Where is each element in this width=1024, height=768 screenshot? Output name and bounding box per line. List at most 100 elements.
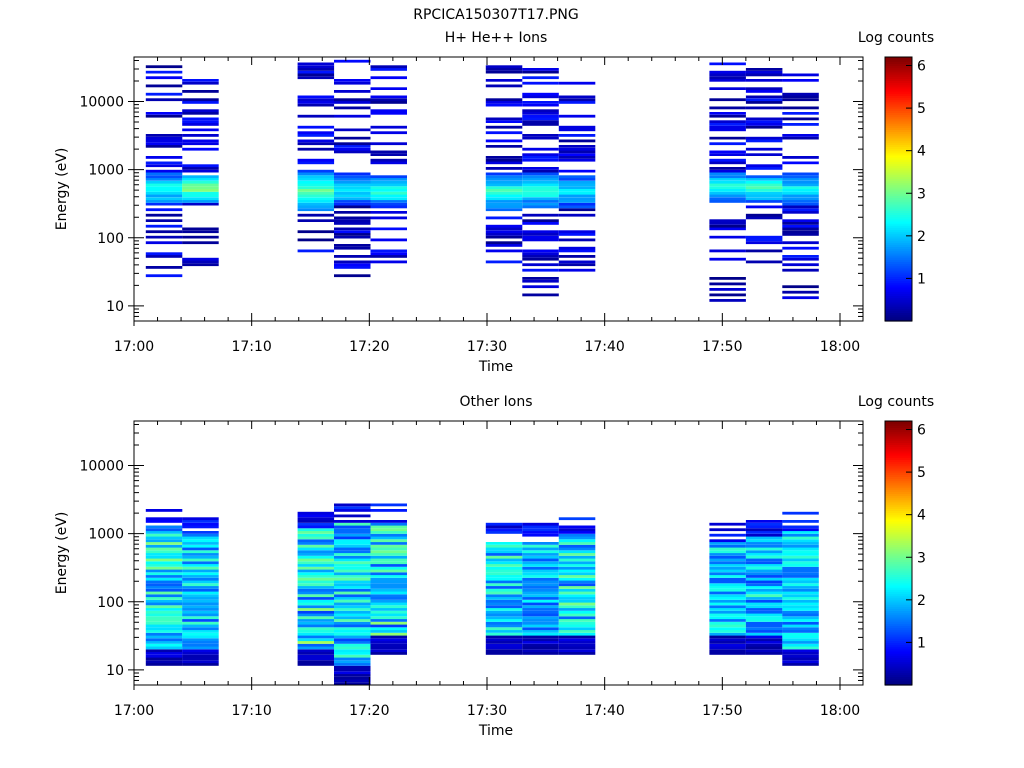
heatmap-cell xyxy=(558,525,596,529)
heatmap-cell xyxy=(334,621,371,625)
heatmap-cell xyxy=(145,641,183,644)
heatmap-cell xyxy=(745,646,783,650)
heatmap-cell xyxy=(522,263,559,267)
colorbar-segment xyxy=(885,446,912,450)
heatmap-cell xyxy=(297,525,335,529)
heatmap-cell xyxy=(558,594,596,598)
heatmap-cell xyxy=(709,632,746,636)
panel-title: H+ He++ Ions xyxy=(445,30,548,46)
heatmap-cell xyxy=(297,183,335,187)
heatmap-cell xyxy=(334,200,371,203)
heatmap-cell xyxy=(334,597,371,600)
heatmap-cell xyxy=(745,525,783,529)
heatmap-cell xyxy=(370,503,407,507)
heatmap-cell xyxy=(558,619,596,622)
heatmap-cell xyxy=(522,544,559,548)
colorbar-segment xyxy=(885,152,912,156)
colorbar-segment xyxy=(885,491,912,494)
heatmap-cell xyxy=(334,106,371,110)
heatmap-cell xyxy=(370,553,407,556)
heatmap-cell xyxy=(745,619,783,622)
heatmap-cell xyxy=(297,610,335,614)
heatmap-cell xyxy=(558,583,596,587)
heatmap-cell xyxy=(182,235,219,239)
heatmap-cell xyxy=(370,550,407,554)
colorbar-segment xyxy=(885,295,912,299)
heatmap-column xyxy=(522,68,559,297)
colorbar-segment xyxy=(885,218,912,222)
heatmap-cell xyxy=(297,208,335,212)
heatmap-cell xyxy=(709,282,746,286)
heatmap-cell xyxy=(522,70,559,74)
heatmap-cell xyxy=(782,533,819,537)
heatmap-cell xyxy=(558,608,596,611)
heatmap-cell xyxy=(709,106,746,110)
colorbar-segment xyxy=(885,578,912,582)
heatmap-cell xyxy=(745,191,783,195)
colorbar-segment xyxy=(885,421,912,424)
heatmap-cell xyxy=(558,597,596,600)
heatmap-cell xyxy=(745,599,783,603)
heatmap-cell xyxy=(782,98,819,102)
colorbar-segment xyxy=(885,625,912,629)
heatmap-cell xyxy=(782,583,819,587)
heatmap-cell xyxy=(522,293,559,297)
heatmap-cell xyxy=(334,602,371,606)
heatmap-cell xyxy=(782,646,819,650)
colorbar-segment xyxy=(885,88,912,92)
heatmap-cell xyxy=(145,208,183,212)
colorbar-segment xyxy=(885,621,912,624)
heatmap-cell xyxy=(745,613,783,617)
heatmap-cell xyxy=(485,145,523,148)
heatmap-cell xyxy=(709,630,746,633)
heatmap-cell xyxy=(782,222,819,225)
colorbar-segment xyxy=(885,131,912,135)
heatmap-cell xyxy=(485,553,523,556)
heatmap-cell xyxy=(558,539,596,543)
heatmap-cell xyxy=(745,561,783,565)
colorbar-segment xyxy=(885,186,912,190)
colorbar-segment xyxy=(885,469,912,473)
heatmap-cell xyxy=(745,98,783,102)
heatmap-cell xyxy=(182,517,219,521)
heatmap-cell xyxy=(334,682,371,686)
heatmap-cell xyxy=(558,150,596,154)
heatmap-cell xyxy=(297,175,335,179)
heatmap-cell xyxy=(145,638,183,642)
heatmap-cell xyxy=(370,575,407,578)
heatmap-cell xyxy=(485,183,523,187)
heatmap-cell xyxy=(782,547,819,551)
heatmap-cell xyxy=(782,621,819,625)
heatmap-cell xyxy=(782,638,819,642)
heatmap-cell xyxy=(709,161,746,165)
heatmap-cell xyxy=(182,200,219,203)
colorbar-segment xyxy=(885,452,912,456)
heatmap-cell xyxy=(522,167,559,170)
colorbar-segment xyxy=(885,65,912,69)
heatmap-column xyxy=(745,68,783,264)
heatmap-cell xyxy=(370,652,407,655)
heatmap-cell xyxy=(145,577,183,581)
heatmap-cell xyxy=(297,575,335,578)
colorbar-segment xyxy=(885,680,912,684)
heatmap-cell xyxy=(297,602,335,606)
heatmap-cell xyxy=(370,566,407,570)
colorbar-segment xyxy=(885,180,912,184)
heatmap-cell xyxy=(297,531,335,534)
heatmap-cell xyxy=(334,531,371,534)
heatmap-cell xyxy=(182,134,219,137)
heatmap-cell xyxy=(334,646,371,650)
heatmap-cell xyxy=(485,591,523,595)
heatmap-cell xyxy=(334,676,371,680)
colorbar-segment xyxy=(885,148,912,152)
x-tick-label: 17:00 xyxy=(114,339,154,355)
heatmap-cell xyxy=(297,630,335,633)
heatmap-cell xyxy=(145,172,183,176)
colorbar-segment xyxy=(885,484,912,488)
heatmap-cell xyxy=(709,98,746,102)
heatmap-cell xyxy=(370,635,407,639)
colorbar-segment xyxy=(885,176,912,179)
heatmap-cell xyxy=(145,112,183,115)
heatmap-cell xyxy=(370,558,407,562)
colorbar-segment xyxy=(885,114,912,118)
